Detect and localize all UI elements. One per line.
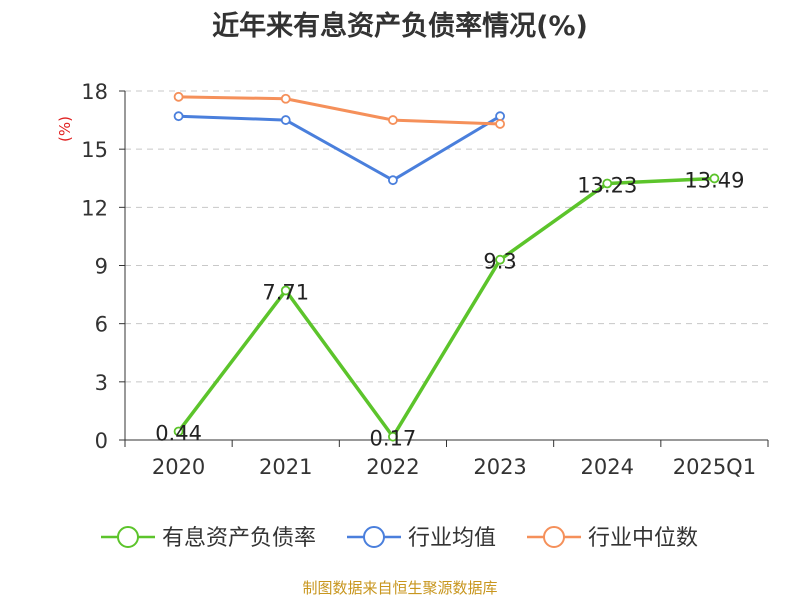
chart-title: 近年来有息资产负债率情况(%) — [212, 11, 588, 42]
source-note: 制图数据来自恒生聚源数据库 — [302, 579, 498, 597]
data-point — [173, 91, 184, 102]
y-tick-label: 3 — [95, 371, 108, 395]
x-tick-label: 2024 — [581, 455, 634, 479]
y-tick-label: 18 — [81, 80, 108, 104]
data-point — [602, 178, 613, 189]
data-point — [280, 285, 291, 296]
y-tick-label: 6 — [95, 313, 108, 337]
data-point — [495, 111, 505, 122]
data-point — [495, 119, 505, 129]
data-point — [280, 115, 291, 125]
data-point — [173, 426, 184, 437]
y-axis-label: (%) — [56, 116, 74, 142]
data-label: 9.3 — [483, 250, 516, 274]
data-label: 7.71 — [262, 281, 309, 305]
legend-label: 行业均值 — [408, 526, 496, 551]
x-tick-label: 2021 — [259, 455, 312, 479]
data-label: 13.23 — [577, 173, 637, 197]
legend-marker — [117, 526, 139, 548]
series-line-1 — [178, 114, 501, 182]
data-point — [388, 115, 398, 125]
data-point — [173, 111, 184, 122]
data-point — [388, 175, 398, 186]
x-tick-label: 2020 — [152, 455, 205, 479]
legend-marker — [543, 526, 565, 548]
x-tick-label: 2023 — [473, 455, 526, 479]
legend-label: 行业中位数 — [588, 526, 698, 551]
series-line-0 — [177, 176, 715, 439]
data-label: 0.17 — [370, 427, 417, 451]
data-point — [280, 93, 291, 104]
y-tick-label: 12 — [81, 196, 108, 220]
data-point — [495, 254, 505, 265]
y-tick-label: 15 — [81, 138, 108, 162]
x-tick-label: 2022 — [366, 455, 419, 479]
x-tick-label: 2025Q1 — [673, 455, 756, 479]
series-line-2 — [178, 95, 501, 126]
legend-label: 有息资产负债率 — [162, 526, 316, 551]
data-label: 0.44 — [155, 421, 202, 445]
data-point — [388, 431, 398, 442]
data-label: 13.49 — [684, 168, 744, 192]
data-point — [709, 173, 720, 184]
y-tick-label: 0 — [95, 429, 108, 453]
y-tick-label: 9 — [95, 255, 108, 279]
legend-marker — [363, 526, 385, 548]
